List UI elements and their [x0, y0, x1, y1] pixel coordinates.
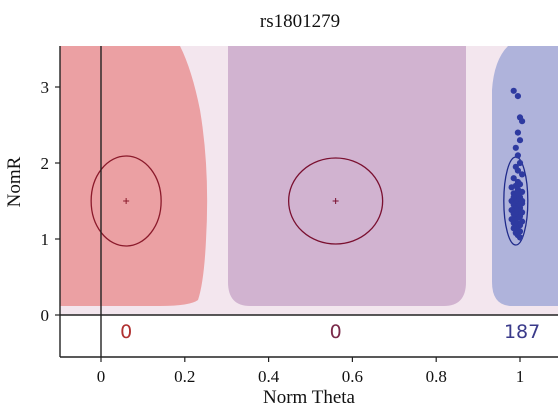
data-point	[518, 171, 526, 178]
y-axis-ticks: 0 1 2 3	[41, 78, 60, 325]
x-tick-label: 0	[97, 367, 106, 386]
chart-title: rs1801279	[260, 11, 340, 32]
cluster-count-ab: 0	[330, 321, 342, 343]
data-point	[516, 137, 524, 144]
x-tick-label: 0.4	[258, 367, 280, 386]
cluster-ellipse-aa	[90, 155, 162, 247]
y-tick-label: 3	[41, 78, 50, 97]
data-point	[514, 188, 522, 195]
x-tick-label: 1	[516, 367, 525, 386]
x-axis-label: Norm Theta	[263, 387, 356, 408]
plot-area: 0 0 187	[60, 46, 558, 343]
data-point	[512, 210, 519, 217]
cluster-ellipses	[90, 155, 529, 247]
data-point	[512, 144, 519, 151]
cluster-count-labels: 0 0 187	[120, 321, 540, 343]
cluster-regions	[60, 46, 558, 306]
data-points	[508, 87, 526, 241]
cluster-center-ab	[332, 198, 339, 204]
data-point	[518, 118, 526, 125]
data-point	[514, 93, 522, 100]
y-tick-label: 1	[41, 230, 50, 249]
data-point	[514, 129, 522, 136]
cluster-ellipse-ab	[287, 157, 384, 245]
data-point	[518, 197, 526, 205]
data-point	[508, 184, 515, 191]
region-aa	[60, 46, 208, 306]
cluster-count-aa: 0	[120, 321, 132, 343]
region-bb	[492, 46, 558, 306]
data-point	[516, 159, 524, 167]
y-tick-label: 0	[41, 306, 50, 325]
x-axis-ticks: 0 0.2 0.4 0.6 0.8 1	[97, 357, 525, 386]
region-ab	[228, 46, 466, 306]
x-tick-label: 0.6	[342, 367, 363, 386]
cluster-center-aa	[123, 198, 130, 204]
y-tick-label: 2	[41, 154, 50, 173]
data-point	[510, 87, 517, 94]
data-point	[510, 175, 517, 182]
plot-frame	[59, 46, 558, 358]
cluster-count-bb: 187	[504, 321, 540, 343]
x-tick-label: 0.8	[426, 367, 447, 386]
data-point	[510, 194, 517, 201]
data-point	[516, 234, 524, 241]
data-point	[514, 152, 522, 159]
y-axis-label: NomR	[4, 156, 25, 207]
data-point	[514, 167, 522, 174]
x-tick-label: 0.2	[174, 367, 195, 386]
